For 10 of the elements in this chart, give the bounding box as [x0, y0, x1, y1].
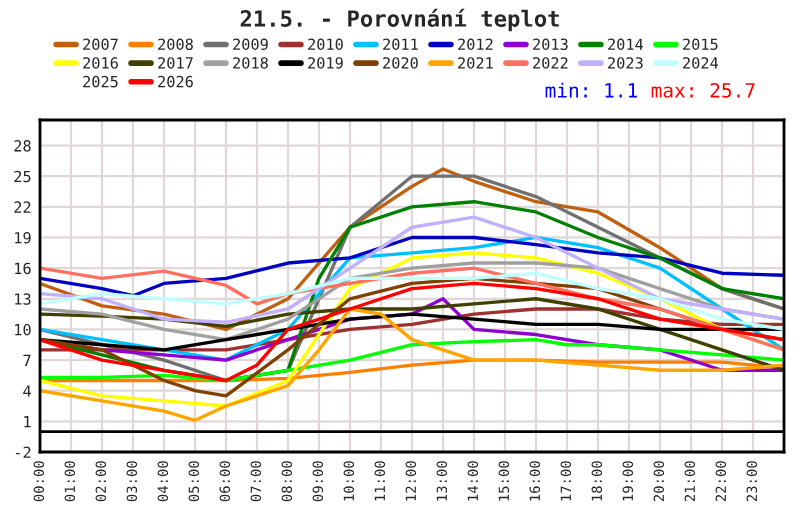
line-series [40, 307, 784, 422]
chart-title: 21.5. - Porovnání teplot [240, 8, 559, 32]
line-series [40, 297, 784, 372]
text: min: 1.1 [545, 82, 637, 98]
line-series [40, 235, 784, 362]
line-series [40, 281, 784, 383]
line-series [40, 235, 784, 298]
line-series [40, 215, 784, 324]
text: max: 25.7 [651, 82, 755, 98]
line-series [40, 337, 784, 383]
